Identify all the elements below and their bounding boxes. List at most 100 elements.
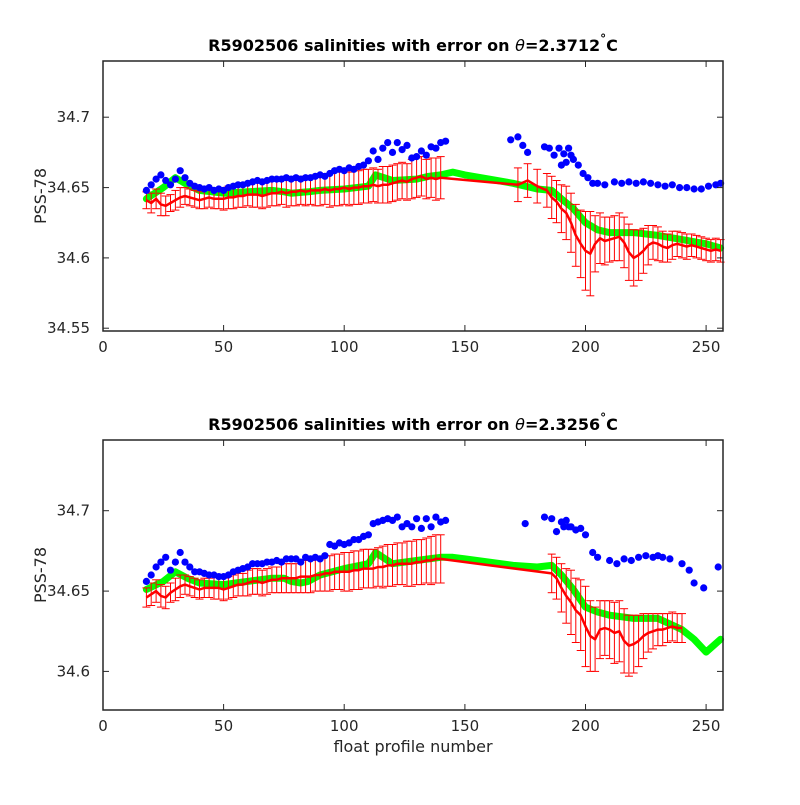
subplot-top-blue-point: [379, 144, 387, 152]
subplot-top-blue-point: [683, 184, 691, 192]
subplot-top-blue-point: [393, 139, 401, 147]
subplot-bottom-blue-point: [321, 552, 329, 560]
subplot-bottom-ytick-label: 34.7: [57, 502, 90, 520]
subplot-top-xtick-label: 250: [692, 338, 721, 356]
subplot-bottom-blue-point: [700, 584, 708, 592]
subplot-bottom-blue-point: [162, 553, 170, 561]
subplot-top-blue-point: [632, 179, 640, 187]
subplot-bottom-blue-point: [297, 558, 305, 566]
subplot-top-ytick-label: 34.6: [57, 249, 90, 267]
subplot-bottom-blue-point: [157, 558, 165, 566]
subplot-top-xtick-label: 0: [98, 338, 108, 356]
subplot-bottom-blue-series: [142, 513, 722, 592]
subplot-bottom-xtick-label: 150: [451, 717, 480, 735]
subplot-top-blue-point: [142, 186, 150, 194]
subplot-top-blue-point: [176, 167, 184, 175]
subplot-bottom-blue-point: [427, 523, 435, 531]
subplot-bottom-xtick-label: 200: [571, 717, 600, 735]
subplot-bottom-ylabel: PSS-78: [31, 547, 50, 603]
subplot-bottom-blue-point: [678, 560, 686, 568]
subplot-top-blue-point: [562, 158, 570, 166]
subplot-top-title: R5902506 salinities with error on θ=2.37…: [208, 32, 618, 55]
subplot-top-y-ticks: 34.55 34.6 34.65 34.7: [47, 108, 90, 337]
subplot-bottom-blue-point: [666, 555, 674, 563]
subplot-bottom-blue-point: [685, 566, 693, 574]
subplot-top-blue-point: [384, 139, 392, 147]
subplot-bottom-blue-point: [642, 552, 650, 560]
subplot-bottom-title: R5902506 salinities with error on θ=2.32…: [208, 411, 618, 434]
subplot-bottom-blue-point: [690, 579, 698, 587]
subplot-top-tick-marks: [102, 61, 723, 331]
subplot-bottom-blue-point: [176, 548, 184, 557]
subplot-bottom-blue-point: [581, 531, 590, 539]
subplot-bottom-blue-point: [152, 563, 160, 571]
subplot-bottom-blue-point: [413, 515, 421, 523]
subplot-top-blue-point: [364, 157, 372, 165]
subplot-top-blue-point: [625, 178, 633, 186]
subplot-top-blue-series: [142, 133, 725, 194]
subplot-top-blue-point: [550, 151, 558, 159]
subplot-top-blue-point: [398, 146, 406, 154]
subplot-bottom-blue-point: [422, 515, 430, 523]
subplot-bottom-blue-point: [364, 531, 372, 539]
subplot-bottom-ytick-label: 34.65: [47, 582, 90, 600]
subplot-top-blue-point: [618, 179, 626, 187]
subplot-top-blue-point: [171, 175, 179, 183]
subplot-bottom-xtick-label: 100: [330, 717, 359, 735]
subplot-top-blue-point: [417, 147, 425, 155]
subplot-bottom-blue-point: [181, 558, 189, 566]
subplot-bottom-red-series: [142, 534, 686, 677]
subplot-top-blue-point: [654, 181, 662, 189]
subplot-top-blue-point: [569, 155, 578, 163]
subplot-bottom-blue-point: [714, 563, 722, 571]
subplot-bottom-blue-point: [408, 523, 416, 531]
subplot-top-blue-point: [639, 178, 648, 186]
subplot-top-blue-point: [166, 181, 175, 189]
subplot-top-ytick-label: 34.65: [47, 179, 90, 197]
subplot-top-blue-point: [388, 148, 397, 156]
subplot-top-blue-point: [545, 144, 553, 152]
subplot-bottom-blue-point: [589, 548, 597, 557]
subplot-top-blue-point: [514, 133, 522, 141]
subplot-bottom-blue-point: [432, 513, 440, 521]
subplot-top-xtick-label: 150: [451, 338, 480, 356]
subplot-bottom-blue-point: [142, 577, 150, 586]
subplot-bottom-blue-point: [577, 524, 585, 533]
subplot-top-blue-point: [507, 136, 515, 144]
subplot-bottom-blue-point: [613, 560, 621, 568]
subplot-bottom-green-series: [142, 549, 725, 656]
subplot-top-blue-point: [697, 185, 705, 193]
subplot-top-red-series: [142, 156, 725, 297]
subplot-top-blue-point: [413, 153, 421, 161]
subplot-top-blue-point: [704, 182, 713, 190]
subplot-bottom-tick-marks: [102, 440, 723, 710]
subplot-top: R5902506 salinities with error on θ=2.37…: [31, 32, 725, 356]
subplot-top-blue-point: [668, 181, 676, 189]
subplot-top-blue-point: [610, 178, 619, 186]
subplot-top-red-line: [145, 175, 721, 260]
subplot-top-blue-point: [519, 141, 527, 149]
subplot-top-blue-point: [432, 144, 440, 152]
subplot-top-blue-point: [555, 144, 563, 152]
subplot-top-xtick-label: 50: [214, 338, 233, 356]
subplot-top-blue-point: [442, 137, 450, 145]
subplot-bottom-blue-point: [442, 516, 450, 525]
subplot-top-blue-point: [359, 161, 368, 169]
subplot-top-blue-point: [594, 179, 602, 187]
subplot-top-blue-point: [579, 169, 587, 178]
subplot-bottom-blue-point: [166, 566, 175, 574]
subplot-top-blue-point: [152, 175, 160, 183]
subplot-bottom-blue-point: [594, 553, 602, 561]
subplot-top-ylabel: PSS-78: [31, 168, 50, 224]
subplot-top-xtick-label: 100: [330, 338, 359, 356]
subplot-top-ytick-label: 34.7: [57, 108, 90, 126]
subplot-top-blue-point: [647, 179, 655, 187]
subplot-bottom-blue-point: [620, 555, 628, 563]
subplot-bottom-ytick-label: 34.6: [57, 662, 90, 680]
subplot-top-blue-point: [157, 171, 165, 179]
subplot-bottom-blue-point: [171, 558, 179, 566]
subplot-bottom-green-line: [142, 549, 725, 656]
subplot-bottom-blue-point: [635, 553, 643, 561]
